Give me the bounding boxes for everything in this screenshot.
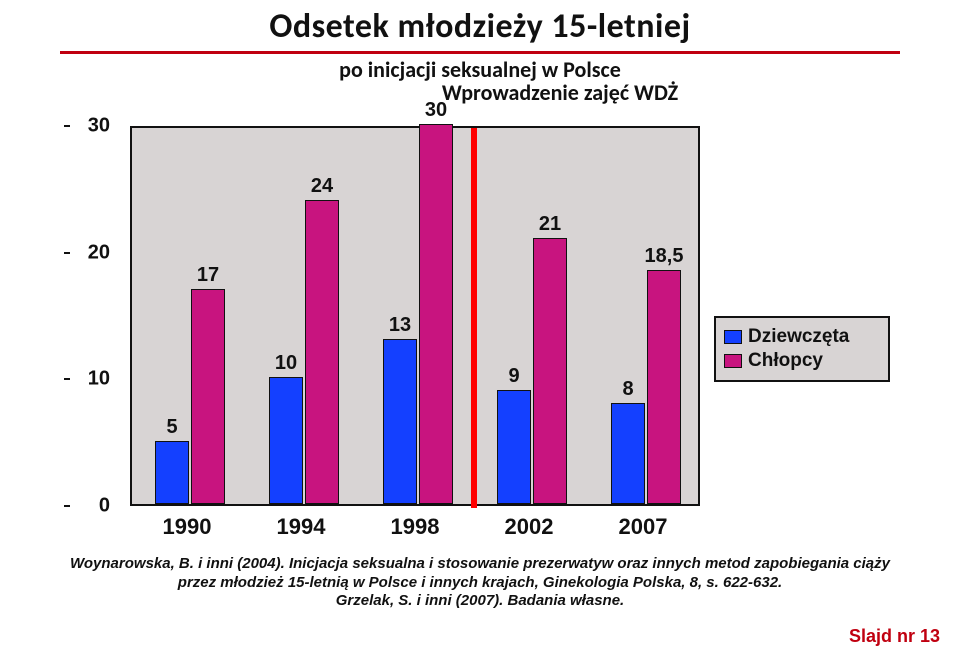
bar-boys xyxy=(191,289,225,504)
bar-boys xyxy=(647,270,681,504)
x-axis: 1990 1994 1998 2002 2007 xyxy=(130,508,700,546)
legend-label: Chłopcy xyxy=(748,350,823,372)
bar-girls xyxy=(383,339,417,504)
bar-boys xyxy=(305,200,339,504)
bar-value-label: 18,5 xyxy=(644,245,684,268)
bar-group: 9 21 xyxy=(474,128,588,504)
bar-group: 5 17 xyxy=(132,128,246,504)
bar-boys xyxy=(419,124,453,504)
wdz-marker-line xyxy=(471,128,477,508)
x-category-label: 2002 xyxy=(479,514,579,540)
y-tick-label: 10 xyxy=(70,368,110,391)
bar-value-label: 5 xyxy=(152,416,192,439)
x-category-label: 1994 xyxy=(251,514,351,540)
bar-girls xyxy=(497,390,531,504)
bar-boys xyxy=(533,238,567,504)
citation: Woynarowska, B. i inni (2004). Inicjacja… xyxy=(60,555,900,611)
bar-value-label: 17 xyxy=(188,264,228,287)
legend-label: Dziewczęta xyxy=(748,326,849,348)
chart-container: 51710241330921818,5 0102030 199019941998… xyxy=(70,126,890,546)
bar-value-label: 9 xyxy=(494,365,534,388)
y-tick-mark xyxy=(64,125,70,127)
legend: DziewczętaChłopcy xyxy=(714,316,890,382)
y-axis: 0102030 xyxy=(70,126,130,506)
x-category-label: 2007 xyxy=(593,514,693,540)
bar-girls xyxy=(611,403,645,504)
bar-group: 1330 xyxy=(360,128,474,504)
subtitle-line-2: Wprowadzenie zajęć WDŻ xyxy=(160,79,960,106)
bar-value-label: 21 xyxy=(530,213,570,236)
legend-swatch xyxy=(724,330,742,344)
legend-row: Dziewczęta xyxy=(724,326,880,348)
title-underline xyxy=(60,51,900,54)
bar-value-label: 30 xyxy=(416,99,456,122)
y-tick-mark xyxy=(64,378,70,380)
bar-value-label: 24 xyxy=(302,175,342,198)
slide-title: Odsetek młodzieży 15-letniej xyxy=(0,6,960,47)
y-tick-label: 0 xyxy=(70,495,110,518)
bar-girls xyxy=(269,377,303,504)
legend-swatch xyxy=(724,354,742,368)
slide-number: Slajd nr 13 xyxy=(849,626,940,647)
bar-girls xyxy=(155,441,189,504)
y-tick-mark xyxy=(64,505,70,507)
bar-value-label: 13 xyxy=(380,314,420,337)
legend-row: Chłopcy xyxy=(724,350,880,372)
x-category-label: 1990 xyxy=(137,514,237,540)
bar-group: 818,5 xyxy=(588,128,702,504)
y-tick-mark xyxy=(64,252,70,254)
y-tick-label: 20 xyxy=(70,241,110,264)
bar-value-label: 10 xyxy=(266,352,306,375)
plot-area: 51710241330921818,5 xyxy=(130,126,700,506)
x-category-label: 1998 xyxy=(365,514,465,540)
bar-value-label: 8 xyxy=(608,378,648,401)
y-tick-label: 30 xyxy=(70,115,110,138)
bar-group: 10 24 xyxy=(246,128,360,504)
